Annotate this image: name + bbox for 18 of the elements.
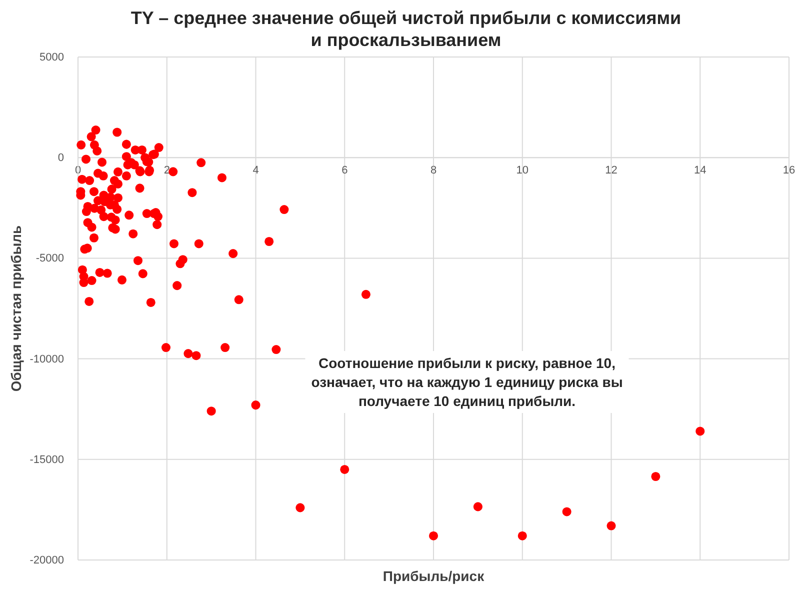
y-tick-label: -5000 [36, 252, 64, 265]
x-axis-title: Прибыль/риск [382, 568, 486, 584]
y-tick-label: -15000 [30, 454, 64, 466]
x-tick-label: 16 [782, 164, 796, 176]
x-tick-label: 12 [605, 164, 618, 176]
x-tick-label: 10 [516, 164, 528, 176]
chart-title: TY – среднее значение общей чистой прибыли с комиссиями и проскальзыванием [130, 8, 682, 50]
y-axis-title: Общая чистая прибыль [8, 224, 24, 392]
x-tick-label: 2 [164, 164, 170, 176]
x-tick-label: 14 [694, 164, 706, 176]
y-tick-label: -10000 [30, 353, 64, 366]
y-tick-label: -20000 [30, 554, 64, 567]
y-tick-label: 5000 [40, 52, 64, 64]
x-tick-label: 8 [430, 164, 437, 176]
x-tick-label: 6 [342, 164, 348, 176]
x-tick-label: 4 [252, 164, 259, 176]
annotation: Соотношение прибыли к риску, равное 10, означает, что на каждую 1 единицу риска вы получаете 10 единиц прибыли. [311, 355, 623, 409]
y-tick-label: 0 [58, 152, 64, 164]
